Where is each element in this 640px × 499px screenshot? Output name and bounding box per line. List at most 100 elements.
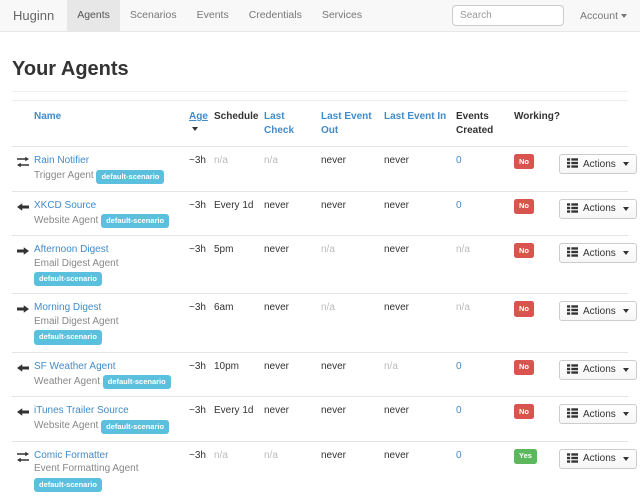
nav-tab-events[interactable]: Events	[196, 9, 229, 21]
column-header-last-event-in[interactable]: Last Event In	[384, 100, 456, 147]
list-icon	[567, 247, 579, 259]
sort-link-last-event-in[interactable]: Last Event In	[384, 111, 447, 122]
agent-type-label: Website Agent	[34, 214, 99, 226]
events-created-link[interactable]: 0	[456, 405, 462, 417]
events-created-link[interactable]: 0	[456, 449, 462, 461]
agent-name-link[interactable]: Rain Notifier	[34, 155, 90, 166]
actions-button[interactable]: Actions	[559, 154, 637, 174]
sort-link-age[interactable]: Age	[189, 111, 208, 122]
table-row: Rain Notifier Trigger Agent default-scen…	[12, 146, 637, 192]
column-header-age[interactable]: Age	[189, 100, 214, 147]
actions-button[interactable]: Actions	[559, 448, 637, 469]
nav-tab-agents[interactable]: Agents	[67, 0, 120, 31]
nav-tab-services[interactable]: Services	[321, 9, 363, 21]
scenario-badge[interactable]: default-scenario	[34, 330, 102, 345]
last-event-in-cell: never	[384, 396, 456, 442]
arrow-left-icon	[17, 406, 29, 418]
events-created-link[interactable]: 0	[456, 360, 462, 372]
search-input[interactable]	[452, 5, 565, 26]
schedule-cell: Every 1d	[214, 190, 264, 236]
sort-link-last-check[interactable]: Last Check	[264, 111, 295, 136]
list-icon	[567, 202, 579, 215]
events-created-cell: 0	[456, 146, 514, 192]
agent-name-link[interactable]: iTunes Trailer Source	[34, 405, 129, 417]
last-event-out-cell: never	[321, 351, 384, 397]
events-created-cell: 0	[456, 396, 514, 442]
last-event-in-cell: never	[384, 235, 456, 294]
table-row: iTunes Trailer Source Website Agent defa…	[12, 396, 637, 442]
navbar-right: Account	[452, 0, 640, 31]
agent-type-label: Website Agent	[34, 420, 99, 432]
agent-name-link[interactable]: SF Weather Agent	[34, 360, 116, 372]
arrow-right-icon	[17, 303, 29, 315]
schedule-cell: 6am	[214, 293, 264, 352]
scenario-badge[interactable]: default-scenario	[102, 375, 171, 390]
nav-tab-credentials[interactable]: Credentials	[248, 9, 302, 21]
agent-type-label: Event Formatting Agent	[34, 463, 139, 475]
last-event-out-cell: never	[321, 396, 384, 442]
scenario-badge[interactable]: default-scenario	[101, 214, 170, 229]
list-icon	[567, 158, 579, 170]
chevron-down-icon	[622, 367, 629, 372]
last-event-in-cell: never	[384, 190, 456, 236]
column-header-actions	[559, 100, 628, 147]
last-event-out-cell: never	[321, 440, 384, 499]
age-cell: ~3h	[189, 235, 214, 294]
table-row: SF Weather Agent Weather Agent default-s…	[12, 351, 637, 397]
events-created-link[interactable]: 0	[456, 199, 462, 211]
account-label: Account	[580, 9, 618, 22]
working-status-badge: No	[514, 359, 534, 375]
column-header-icon	[12, 100, 34, 147]
transfer-icon	[17, 156, 29, 168]
page-title: Your Agents	[12, 58, 129, 80]
actions-button[interactable]: Actions	[559, 301, 637, 322]
agent-name-link[interactable]: XKCD Source	[34, 199, 97, 211]
sort-link-name[interactable]: Name	[34, 111, 62, 122]
scenario-badge[interactable]: default-scenario	[34, 272, 102, 287]
list-icon	[567, 408, 579, 420]
chevron-down-icon	[622, 309, 629, 314]
actions-button[interactable]: Actions	[559, 243, 637, 264]
account-menu[interactable]: Account	[580, 10, 627, 22]
arrow-left-icon	[17, 201, 29, 213]
agent-name-link[interactable]: Morning Digest	[34, 302, 102, 314]
sort-link-last-event-out[interactable]: Last Event Out	[321, 111, 372, 136]
scenario-badge[interactable]: default-scenario	[96, 169, 165, 184]
agent-type-label: Trigger Agent	[34, 170, 94, 182]
nav-tab-scenarios[interactable]: Scenarios	[129, 9, 177, 21]
last-event-out-cell: never	[321, 146, 384, 192]
age-cell: ~3h	[189, 146, 214, 192]
events-created-cell: n/a	[456, 235, 514, 294]
last-check-cell: never	[264, 396, 321, 442]
list-icon	[567, 453, 579, 465]
last-event-out-cell: n/a	[321, 293, 384, 352]
last-event-in-cell: never	[384, 293, 456, 352]
table-header-row: Name Age Schedule Last Check Last Event Out L…	[12, 100, 628, 147]
age-cell: ~3h	[189, 293, 214, 352]
working-status-badge: No	[514, 198, 534, 214]
scenario-badge[interactable]: default-scenario	[34, 477, 102, 492]
agent-name-link[interactable]: Comic Formatter	[34, 449, 109, 461]
column-header-name[interactable]: Name	[34, 100, 189, 147]
working-status-badge: No	[514, 301, 534, 317]
events-created-link[interactable]: 0	[456, 155, 462, 166]
column-header-last-event-out[interactable]: Last Event Out	[321, 100, 384, 147]
agent-name-link[interactable]: Afternoon Digest	[34, 244, 109, 256]
table-row: Afternoon Digest Email Digest Agent defa…	[12, 235, 637, 294]
last-event-out-cell: never	[321, 190, 384, 236]
actions-button[interactable]: Actions	[559, 404, 637, 425]
schedule-cell: n/a	[214, 440, 264, 499]
column-header-last-check[interactable]: Last Check	[264, 100, 321, 147]
age-cell: ~3h	[189, 396, 214, 442]
events-created-cell: 0	[456, 190, 514, 236]
actions-button[interactable]: Actions	[559, 198, 637, 219]
working-status-badge: No	[514, 154, 534, 170]
brand-logo[interactable]: Huginn	[13, 8, 55, 23]
actions-button[interactable]: Actions	[559, 359, 637, 380]
column-header-events-created: Events Created	[456, 100, 514, 147]
page-header: Your Agents	[12, 58, 628, 92]
table-row: Morning Digest Email Digest Agent defaul…	[12, 293, 637, 352]
working-status-badge: Yes	[514, 448, 537, 464]
schedule-cell: 5pm	[214, 235, 264, 294]
scenario-badge[interactable]: default-scenario	[101, 419, 170, 434]
